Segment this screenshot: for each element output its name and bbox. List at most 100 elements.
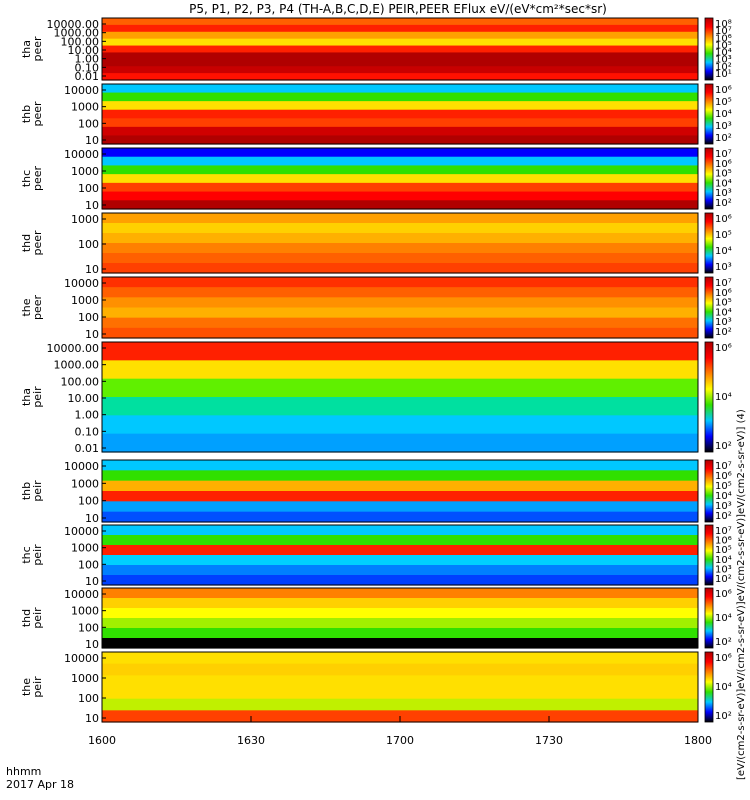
spectral-band: [102, 433, 698, 453]
y-tick-label: 100: [78, 182, 99, 195]
spectral-band: [102, 491, 698, 502]
colorbar-tick-label: 10⁸: [715, 19, 732, 30]
colorbar-tick-label: 10⁷: [715, 278, 732, 289]
spectral-band: [102, 52, 698, 60]
date-label: 2017 Apr 18: [6, 778, 74, 791]
colorbar: [704, 459, 714, 523]
colorbar-tick-label: 10²: [715, 511, 732, 522]
colorbar-tick-label: 10⁶: [715, 85, 732, 96]
spectral-band: [102, 687, 698, 700]
colorbar-tick-label: 10⁴: [715, 48, 732, 59]
y-tick-label: 1000.00: [54, 359, 100, 372]
spectral-band: [102, 618, 698, 629]
colorbar-tick-label: 10²: [715, 198, 732, 209]
spectral-band: [102, 24, 698, 33]
y-tick-label: 1.00: [75, 409, 100, 422]
panel-label: peir: [31, 544, 44, 566]
spectral-band: [102, 200, 698, 210]
spectral-band: [102, 342, 698, 361]
spectral-band: [102, 84, 698, 94]
panel-frame: [101, 83, 699, 145]
figure-title: P5, P1, P2, P3, P4 (TH-A,B,C,D,E) PEIR,P…: [189, 2, 607, 16]
y-tick-label: 10: [85, 575, 99, 588]
colorbar-tick-label: 10⁴: [715, 307, 732, 318]
y-tick-label: 10000: [64, 588, 99, 601]
spectral-band: [102, 165, 698, 175]
y-tick-label: 100: [78, 311, 99, 324]
y-tick-label: 100.00: [61, 375, 100, 388]
panel-label: thd: [20, 234, 33, 252]
spectral-band: [102, 501, 698, 513]
y-tick-label: 10000: [64, 84, 99, 97]
spectral-band: [102, 174, 698, 184]
colorbar: [704, 524, 714, 586]
spectral-band: [102, 675, 698, 688]
y-tick-label: 0.10: [75, 425, 100, 438]
colorbar-tick-label: 10⁶: [715, 589, 732, 600]
x-tick-label: 1630: [237, 734, 265, 747]
y-tick-label: 10000: [64, 525, 99, 538]
spectral-band: [102, 156, 698, 167]
x-tick-label: 1600: [88, 734, 116, 747]
panel-frame: [101, 212, 699, 274]
panel-label: peer: [31, 166, 44, 192]
spectral-band: [102, 535, 698, 546]
panel-label: thb: [20, 105, 33, 123]
colorbar-tick-label: 10⁴: [715, 682, 732, 693]
y-tick-label: 10.00: [68, 44, 100, 57]
panel-label: tha: [20, 388, 33, 406]
colorbar-tick-label: 10⁴: [715, 555, 732, 566]
colorbar: [704, 587, 714, 649]
colorbar-tick-label: 10⁷: [715, 149, 732, 160]
spectral-band: [102, 663, 698, 676]
colorbar-tick-label: 10²: [715, 133, 732, 144]
spectral-band: [102, 652, 698, 665]
colorbar-tick-label: 10³: [715, 188, 732, 199]
panel-label: thc: [20, 170, 33, 187]
colorbar-tick-label: 10²: [715, 637, 732, 648]
panel-label: the: [20, 298, 33, 316]
colorbar-tick-label: 10⁵: [715, 545, 732, 556]
y-tick-label: 10000: [64, 277, 99, 290]
colorbar-tick-label: 10⁴: [715, 246, 732, 257]
colorbar-tick-label: 10²: [715, 711, 732, 722]
spectral-band: [102, 575, 698, 586]
spectral-band: [102, 525, 698, 536]
spectral-band: [102, 45, 698, 54]
spectral-band: [102, 182, 698, 193]
spectral-band: [102, 460, 698, 471]
colorbar-tick-label: 10⁵: [715, 40, 732, 51]
y-tick-label: 1000.00: [54, 27, 100, 40]
y-tick-label: 10000: [64, 148, 99, 161]
colorbar-tick-label: 10⁶: [715, 471, 732, 482]
y-tick-label: 0.01: [75, 442, 100, 455]
y-tick-label: 10.00: [68, 392, 100, 405]
spectral-band: [102, 38, 698, 47]
spectral-band: [102, 297, 698, 309]
colorbar-tick-label: 10⁴: [715, 392, 732, 403]
colorbar-tick-label: 10³: [715, 121, 732, 132]
time-axis-label: hhmm: [6, 765, 41, 778]
panel-frame: [101, 276, 699, 339]
colorbar-tick-label: 10⁷: [715, 461, 732, 472]
spectral-band: [102, 378, 698, 398]
y-tick-label: 10: [85, 512, 99, 525]
colorbar-tick-label: 10⁵: [715, 298, 732, 309]
colorbar-tick-label: 10⁶: [715, 343, 732, 354]
colorbar-tick-label: 10⁷: [715, 26, 732, 37]
panel-frame: [101, 147, 699, 210]
spectral-band: [102, 277, 698, 288]
colorbar-tick-label: 10⁵: [715, 230, 732, 241]
y-tick-label: 0.01: [75, 70, 100, 83]
y-tick-label: 1000: [71, 213, 99, 226]
colorbar-tick-label: 10⁴: [715, 491, 732, 502]
panel-label: peer: [31, 36, 44, 62]
spectral-band: [102, 213, 698, 224]
colorbar-tick-label: 10³: [715, 501, 732, 512]
colorbar: [704, 83, 714, 145]
